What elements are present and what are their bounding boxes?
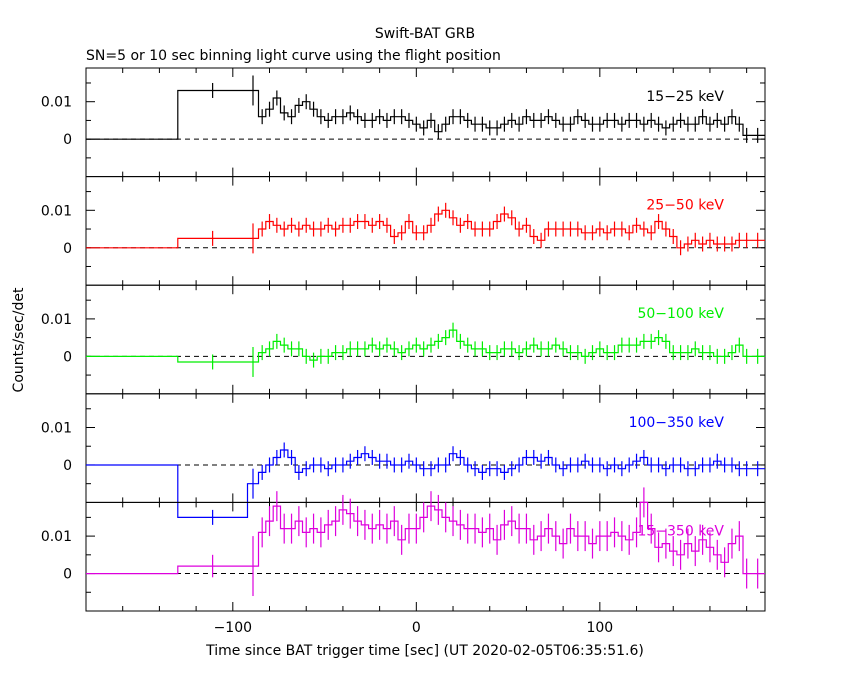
band-label: 25−50 keV <box>646 198 724 214</box>
band-label: 15−25 keV <box>646 89 724 105</box>
x-tick-label: 0 <box>412 620 421 636</box>
chart-title: Swift-BAT GRB <box>375 26 475 42</box>
band-label: 100−350 keV <box>629 415 725 431</box>
band-label: 15−350 keV <box>637 523 724 539</box>
chart-subtitle: SN=5 or 10 sec binning light curve using… <box>86 48 501 64</box>
x-tick-label: 100 <box>586 620 613 636</box>
y-tick-label: 0.01 <box>41 529 72 545</box>
x-axis-label: Time since BAT trigger time [sec] (UT 20… <box>205 643 644 659</box>
y-tick-label: 0 <box>63 458 72 474</box>
y-tick-label: 0.01 <box>41 421 72 437</box>
panel-2: 0 0.01 50−100 keV <box>41 284 766 395</box>
panel-frame <box>85 501 766 612</box>
series-line <box>86 209 765 249</box>
series-line <box>86 329 765 363</box>
panel-frame <box>85 176 766 286</box>
panel-frame <box>85 393 766 503</box>
panel-3: 0 0.01 100−350 keV <box>41 393 766 525</box>
panel-4: 0 0.01 15−350 keV <box>41 487 766 612</box>
y-tick-label: 0 <box>63 567 72 583</box>
y-tick-label: 0.01 <box>41 95 72 111</box>
y-tick-label: 0.01 <box>41 312 72 328</box>
panel-0: 0 0.01 15−25 keV <box>41 67 766 178</box>
panel-frame <box>85 67 766 178</box>
y-tick-label: 0 <box>63 349 72 365</box>
y-tick-label: 0 <box>63 132 72 148</box>
panel-frame <box>85 284 766 395</box>
y-tick-label: 0.01 <box>41 203 72 219</box>
panel-1: 0 0.01 25−50 keV <box>41 176 766 286</box>
y-axis-label: Counts/sec/det <box>11 287 27 392</box>
panels-group: 0 0.01 15−25 keV 0 0.01 25−50 keV 0 0.01 50−100 … <box>41 67 766 636</box>
band-label: 50−100 keV <box>637 306 724 322</box>
y-tick-label: 0 <box>63 241 72 257</box>
x-tick-label: −100 <box>214 620 252 636</box>
series-line <box>86 449 765 518</box>
